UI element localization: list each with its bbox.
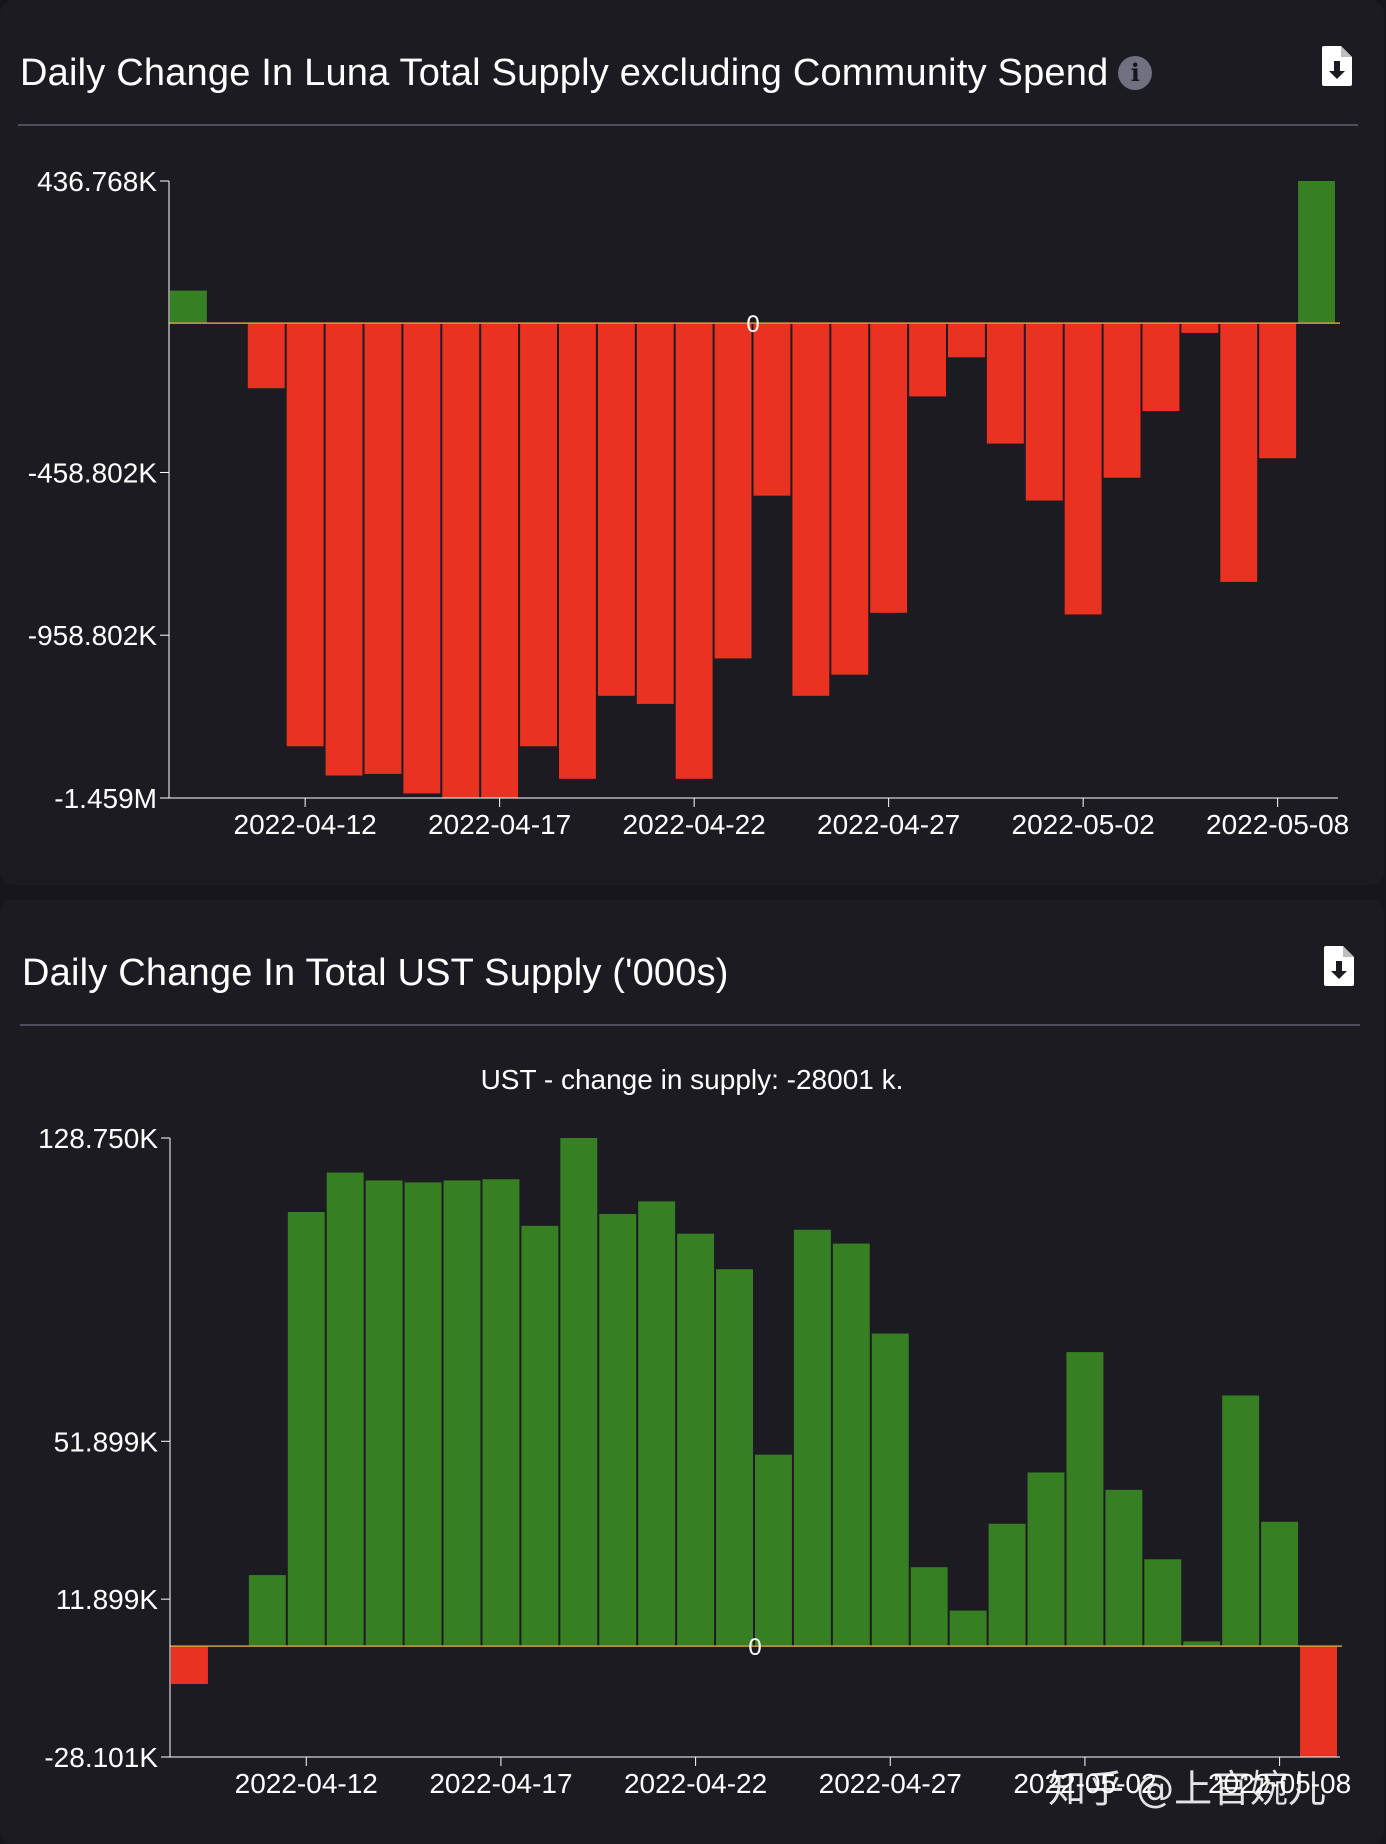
luna-bar[interactable]: [247, 323, 285, 389]
ust-bar[interactable]: [560, 1138, 598, 1647]
ust-bar[interactable]: [248, 1575, 286, 1647]
ust-zero-label: 0: [748, 1634, 761, 1661]
luna-bar[interactable]: [753, 323, 791, 496]
luna-bar[interactable]: [481, 323, 519, 798]
ust-bar[interactable]: [1300, 1646, 1337, 1757]
file-download-icon: [1324, 946, 1354, 986]
ust-bar[interactable]: [793, 1229, 831, 1647]
ust-bar[interactable]: [755, 1454, 792, 1647]
luna-bar[interactable]: [1142, 323, 1180, 412]
ust-bar[interactable]: [1144, 1559, 1182, 1647]
ust-x-tick-label: 2022-04-17: [429, 1768, 572, 1799]
ust-bar[interactable]: [443, 1180, 481, 1647]
ust-bar[interactable]: [404, 1182, 442, 1647]
ust-bar[interactable]: [832, 1243, 870, 1647]
luna-bar[interactable]: [986, 323, 1024, 444]
luna-chart-title-text: Daily Change In Luna Total Supply exclud…: [20, 52, 1109, 94]
ust-y-tick-label: 51.899K: [54, 1426, 159, 1457]
luna-bar[interactable]: [831, 323, 869, 675]
luna-bar-chart: 0 436.768K -458.802K -958.802K -1.459M 2022-0…: [28, 166, 1349, 840]
ust-bar[interactable]: [949, 1610, 987, 1647]
ust-bar[interactable]: [482, 1179, 520, 1647]
luna-bar[interactable]: [286, 323, 324, 747]
ust-bar[interactable]: [716, 1269, 753, 1647]
ust-bar[interactable]: [988, 1523, 1026, 1647]
luna-title-divider: [18, 124, 1358, 126]
luna-bar[interactable]: [1025, 323, 1063, 501]
luna-zero-label: 0: [746, 311, 759, 338]
ust-bar[interactable]: [638, 1201, 676, 1647]
luna-bar[interactable]: [948, 323, 985, 358]
luna-bar[interactable]: [403, 323, 441, 794]
ust-bar[interactable]: [1105, 1489, 1143, 1647]
ust-x-tick-label: 2022-04-27: [819, 1768, 962, 1799]
luna-bar[interactable]: [1220, 323, 1258, 582]
ust-download-button[interactable]: [1324, 946, 1354, 991]
luna-bar[interactable]: [1181, 323, 1219, 333]
ust-bar[interactable]: [871, 1333, 909, 1647]
ust-y-tick-label: -28.101K: [44, 1742, 158, 1773]
luna-bar[interactable]: [559, 323, 596, 779]
luna-bar[interactable]: [714, 323, 752, 659]
luna-bar[interactable]: [325, 323, 363, 776]
ust-y-tick-label: 128.750K: [38, 1123, 158, 1154]
ust-x-tick-label: 2022-05-02: [1013, 1768, 1156, 1799]
luna-bar[interactable]: [1064, 323, 1102, 615]
luna-x-tick-label: 2022-04-22: [623, 809, 766, 840]
file-download-icon: [1322, 46, 1352, 86]
luna-bar[interactable]: [909, 323, 946, 397]
luna-bar[interactable]: [520, 323, 557, 747]
ust-x-tick-label: 2022-04-22: [624, 1768, 767, 1799]
luna-bar[interactable]: [870, 323, 908, 613]
luna-bar[interactable]: [636, 323, 674, 704]
ust-bar[interactable]: [521, 1225, 559, 1647]
watermark: 知乎 @上官婉儿: [1048, 1767, 1327, 1811]
ust-bar[interactable]: [1183, 1641, 1221, 1647]
ust-bar[interactable]: [599, 1213, 637, 1647]
luna-bar[interactable]: [442, 323, 480, 798]
luna-bar[interactable]: [675, 323, 713, 779]
ust-bar[interactable]: [1066, 1352, 1104, 1647]
ust-y-tick-label: 11.899K: [56, 1584, 159, 1615]
luna-bar[interactable]: [170, 290, 207, 324]
ust-bar[interactable]: [1027, 1472, 1065, 1647]
ust-x-tick-label: 2022-04-12: [235, 1768, 378, 1799]
ust-x-tick-label: 2022-05-08: [1208, 1768, 1351, 1799]
luna-x-tick-label: 2022-04-27: [817, 809, 960, 840]
luna-bar[interactable]: [1259, 323, 1297, 459]
luna-y-tick-label: 436.768K: [37, 166, 157, 197]
luna-bar[interactable]: [364, 323, 402, 774]
luna-bar[interactable]: [1103, 323, 1141, 478]
ust-bar[interactable]: [171, 1646, 208, 1684]
ust-bar-chart: 0 128.750K 51.899K 11.899K -28.101K 2022-04-1…: [38, 1123, 1351, 1799]
ust-bar[interactable]: [1222, 1395, 1260, 1647]
luna-x-tick-label: 2022-04-17: [428, 809, 571, 840]
ust-bar[interactable]: [910, 1567, 948, 1647]
luna-y-tick-label: -458.802K: [28, 457, 158, 488]
luna-download-button[interactable]: [1322, 46, 1352, 91]
ust-bar[interactable]: [365, 1180, 403, 1647]
ust-chart-title: Daily Change In Total UST Supply ('000s): [22, 952, 729, 994]
luna-bar[interactable]: [1298, 181, 1335, 324]
luna-y-tick-label: -1.459M: [54, 783, 157, 814]
luna-bar[interactable]: [597, 323, 635, 696]
luna-x-tick-label: 2022-05-02: [1012, 809, 1155, 840]
ust-bar[interactable]: [287, 1212, 325, 1647]
ust-chart-subtitle: UST - change in supply: -28001 k.: [480, 1064, 904, 1095]
luna-bar[interactable]: [792, 323, 830, 696]
ust-bar[interactable]: [1261, 1521, 1299, 1647]
luna-y-tick-label: -958.802K: [28, 620, 158, 651]
info-circle-icon[interactable]: i: [1118, 55, 1153, 90]
ust-bar[interactable]: [326, 1172, 364, 1647]
ust-title-divider: [20, 1024, 1360, 1026]
luna-x-tick-label: 2022-05-08: [1206, 809, 1349, 840]
luna-chart-title: Daily Change In Luna Total Supply exclud…: [20, 52, 1153, 95]
luna-x-tick-label: 2022-04-12: [234, 809, 377, 840]
ust-bar[interactable]: [677, 1233, 715, 1647]
